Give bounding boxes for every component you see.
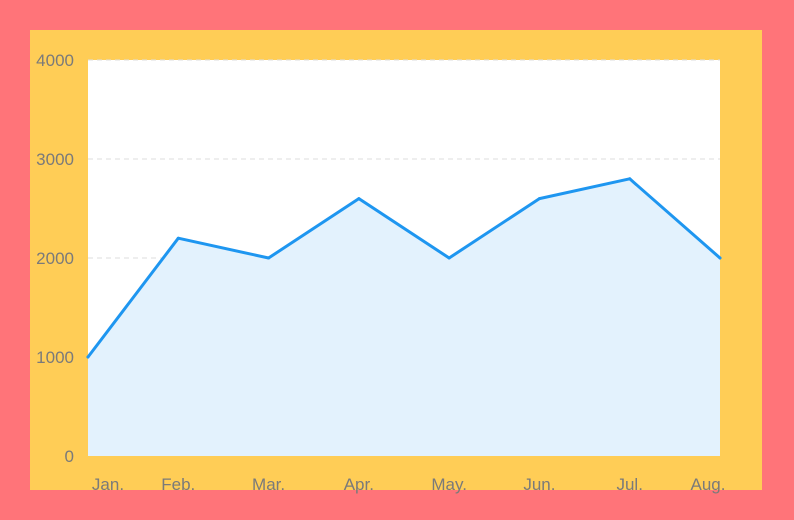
y-tick-label: 0 <box>65 447 74 466</box>
x-tick-label: Jan. <box>92 475 124 494</box>
x-tick-label: Mar. <box>252 475 285 494</box>
x-tick-label: Aug. <box>691 475 726 494</box>
area-chart: 0 1000 2000 3000 4000 Jan. Feb. Mar. Apr. May. Ju… <box>36 51 725 494</box>
y-tick-label: 3000 <box>36 150 74 169</box>
series-line <box>86 177 722 359</box>
series-area <box>88 178 720 457</box>
data-point-feb <box>176 236 180 240</box>
chart-frame: 0 1000 2000 3000 4000 Jan. Feb. Mar. Apr. May. Ju… <box>30 30 762 494</box>
y-tick-label: 1000 <box>36 348 74 367</box>
data-point-jul <box>628 177 632 181</box>
x-tick-label: Feb. <box>161 475 195 494</box>
data-point-apr <box>357 197 361 201</box>
data-point-aug <box>718 256 722 260</box>
y-tick-label: 4000 <box>36 51 74 70</box>
y-tick-label: 2000 <box>36 249 74 268</box>
data-points <box>86 177 722 359</box>
x-tick-label: May. <box>431 475 467 494</box>
data-point-jan <box>86 355 90 359</box>
y-axis-ticks: 0 1000 2000 3000 4000 <box>36 51 74 466</box>
data-point-jun <box>537 197 541 201</box>
x-axis-ticks: Jan. Feb. Mar. Apr. May. Jun. Jul. Aug. <box>92 475 726 494</box>
x-tick-label: Jun. <box>523 475 555 494</box>
data-point-may <box>447 256 451 260</box>
x-tick-label: Jul. <box>616 475 642 494</box>
x-tick-label: Apr. <box>344 475 374 494</box>
data-point-mar <box>267 256 271 260</box>
